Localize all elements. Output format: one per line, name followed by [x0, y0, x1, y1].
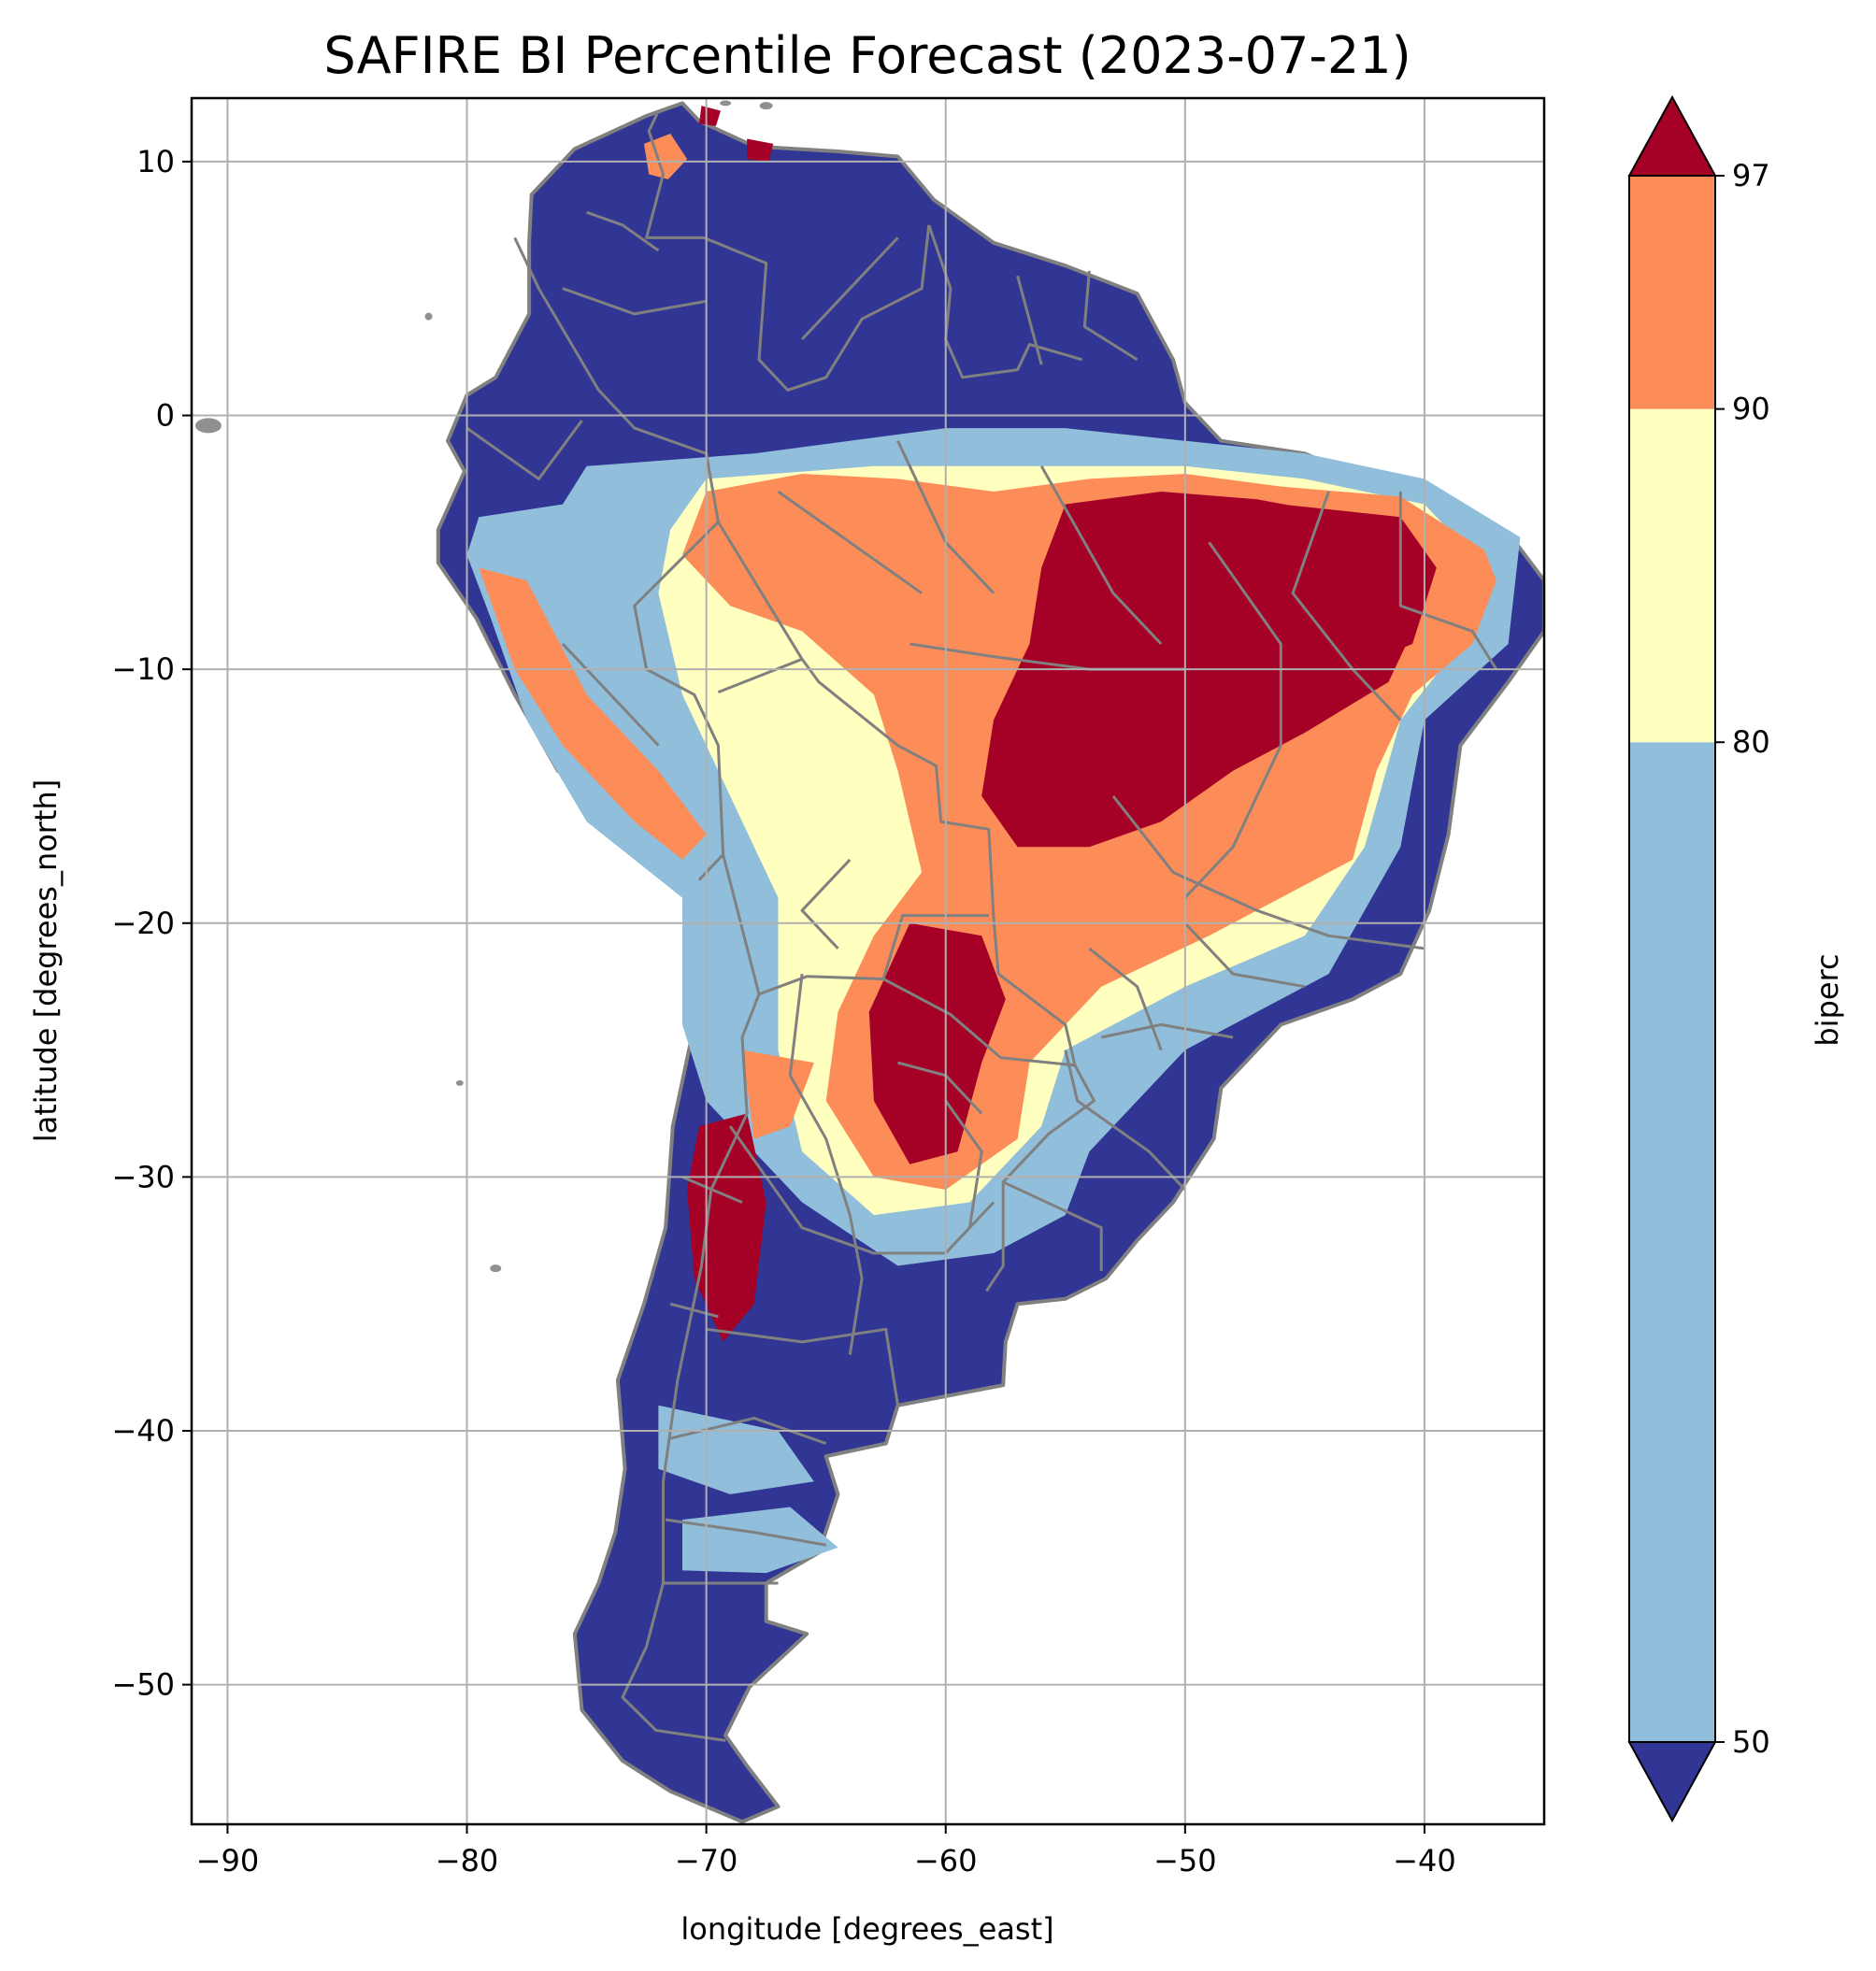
- y-tick-label: −40: [111, 1413, 175, 1449]
- border-line: [1016, 275, 1043, 365]
- fire-zone-extreme: [747, 138, 774, 162]
- fire-zone-moderate: [658, 1405, 814, 1494]
- border-line: [706, 1327, 899, 1407]
- border-line: [800, 858, 852, 950]
- fire-zone-moderate: [682, 1507, 838, 1574]
- border-line: [645, 109, 931, 392]
- colorbar-label: biperc: [1810, 953, 1845, 1046]
- x-tick-label: −90: [196, 1843, 260, 1878]
- border-line: [944, 1100, 983, 1228]
- border-line: [1002, 1180, 1103, 1271]
- map-area: [192, 98, 1544, 1824]
- colorbar-extend-max: [1627, 94, 1717, 177]
- fire-zone-very-high: [479, 567, 707, 860]
- x-tick-label: −70: [675, 1843, 738, 1878]
- island: [455, 1079, 464, 1086]
- x-axis-label: longitude [degrees_east]: [680, 1911, 1053, 1947]
- border-line: [1064, 1050, 1186, 1192]
- border-line: [681, 1176, 743, 1204]
- border-line: [1291, 491, 1402, 721]
- border-line: [1039, 465, 1163, 646]
- x-tick-label: −60: [914, 1843, 978, 1878]
- border-line: [1088, 947, 1163, 1051]
- y-tick-label: 10: [136, 144, 175, 179]
- border-line: [1100, 1022, 1234, 1039]
- y-tick-label: 0: [156, 398, 175, 434]
- x-tick-label: −80: [436, 1843, 499, 1878]
- island: [424, 312, 433, 321]
- island: [194, 418, 222, 434]
- fire-zone-extreme: [868, 922, 1006, 1164]
- y-tick-label: −50: [111, 1667, 175, 1703]
- x-axis-ticks: −90 −80 −70 −60 −50 −40: [196, 1824, 1456, 1878]
- colorbar-extend-min: [1627, 1741, 1717, 1823]
- border-line: [1082, 270, 1138, 362]
- border-line: [665, 1518, 826, 1547]
- island: [759, 102, 773, 110]
- colorbar-tick-label: 80: [1732, 724, 1770, 760]
- border-line: [728, 1125, 995, 1255]
- border-line: [1111, 794, 1425, 950]
- border-line: [927, 224, 1083, 379]
- x-tick-label: −40: [1393, 1843, 1456, 1878]
- gridlines: [192, 98, 1544, 1824]
- border-line: [717, 521, 1096, 1293]
- fire-zone-extreme: [1281, 504, 1437, 670]
- colorbar-tick-label: 97: [1732, 158, 1770, 193]
- border-line: [586, 210, 660, 252]
- border-line: [513, 236, 720, 522]
- colorbar: 50 80 90 97: [1627, 94, 1770, 1823]
- border-line: [777, 490, 923, 594]
- border-line: [722, 854, 989, 996]
- y-axis-label: latitude [degrees_north]: [28, 779, 64, 1143]
- colorbar-segment: [1629, 408, 1715, 743]
- border-line: [562, 287, 707, 316]
- border-line: [801, 236, 899, 341]
- border-line: [1183, 541, 1282, 899]
- y-axis-ticks: 10 0 −10 −20 −30 −40 −50: [111, 144, 192, 1703]
- bi-percentile-field: [466, 106, 1521, 1574]
- x-tick-label: −50: [1153, 1843, 1217, 1878]
- border-line: [882, 978, 1076, 1067]
- island: [490, 1264, 502, 1273]
- colorbar-tick-label: 50: [1732, 1724, 1770, 1760]
- border-line: [669, 1302, 719, 1319]
- border-line: [1183, 921, 1306, 989]
- colorbar-segment: [1629, 176, 1715, 409]
- border-line: [717, 657, 803, 693]
- border-line: [561, 642, 660, 747]
- y-tick-label: −20: [111, 906, 175, 941]
- fire-zone-very-high: [742, 1050, 814, 1139]
- border-line: [1398, 492, 1498, 670]
- y-tick-label: −10: [111, 651, 175, 687]
- chart-title: SAFIRE BI Percentile Forecast (2023-07-2…: [323, 26, 1411, 85]
- colorbar-tick-label: 90: [1732, 392, 1770, 427]
- y-tick-label: −30: [111, 1159, 175, 1194]
- colorbar-segment: [1629, 742, 1715, 1742]
- fire-zone-extreme: [698, 106, 721, 126]
- plot-frame: [190, 96, 1546, 1826]
- border-line: [465, 420, 583, 480]
- colorbar-frame: [1628, 175, 1716, 1743]
- island: [720, 100, 732, 107]
